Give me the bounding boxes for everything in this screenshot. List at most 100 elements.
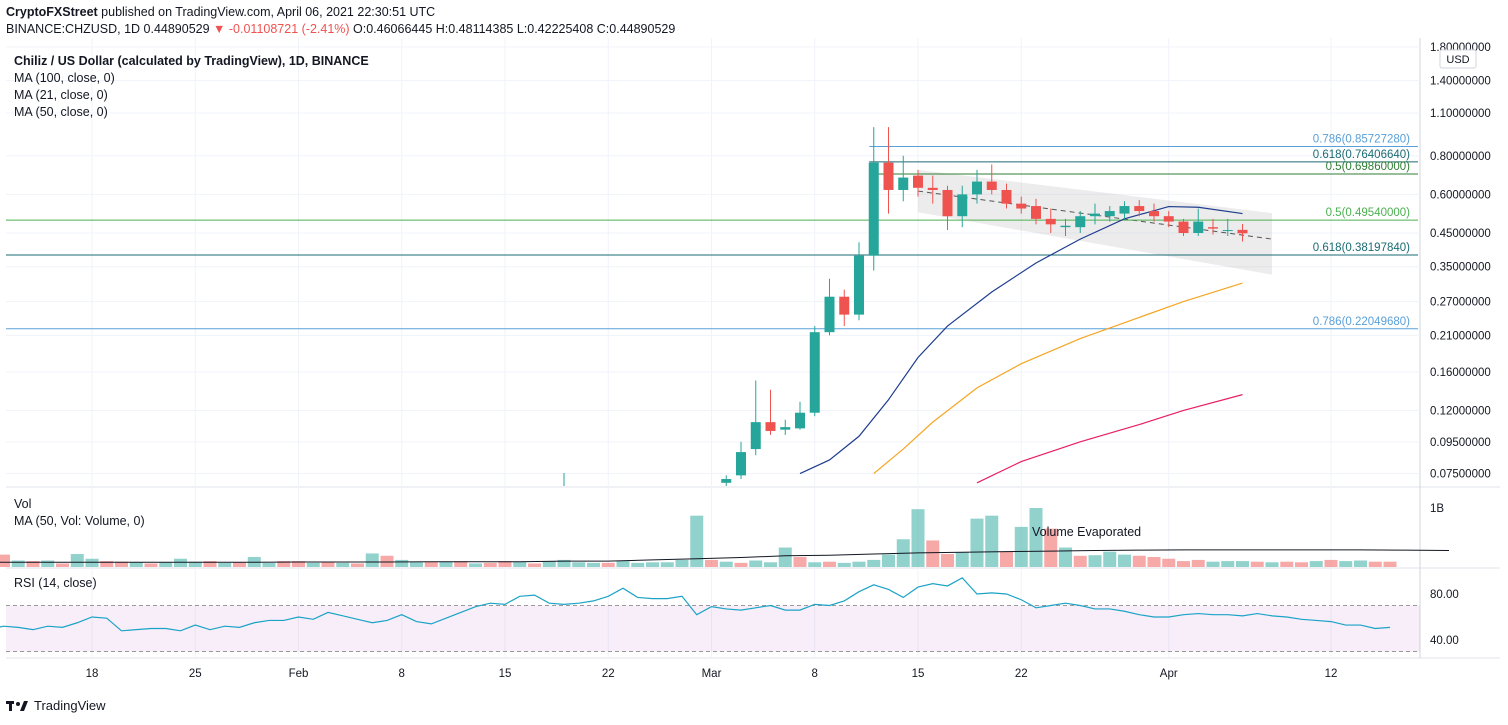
volume-bar — [1132, 555, 1146, 567]
candle-body — [1178, 221, 1189, 233]
time-tick-label: Mar — [702, 668, 722, 680]
price-tick-label: 0.80000000 — [1430, 151, 1491, 163]
volume-bar — [926, 540, 940, 567]
volume-bar — [660, 562, 674, 567]
volume-bar — [11, 560, 25, 567]
tradingview-brand[interactable]: TradingView — [34, 698, 106, 713]
volume-bar — [557, 559, 571, 567]
price-tick-label: 1.10000000 — [1430, 108, 1491, 120]
volume-bar — [41, 560, 55, 567]
volume-bar — [0, 554, 10, 567]
volume-bar — [1177, 561, 1190, 567]
candle-body — [1031, 206, 1041, 219]
candle-body — [824, 296, 835, 333]
fib-level-label: 0.786(0.85727280) — [1313, 133, 1410, 145]
volume-bar — [454, 561, 468, 567]
candle-body — [1016, 203, 1027, 209]
volume-bar — [616, 561, 630, 567]
volume-bar — [1191, 559, 1205, 567]
volume-bar — [410, 562, 423, 567]
volume-bar — [1354, 560, 1367, 567]
time-tick-label: Feb — [289, 668, 309, 680]
time-tick-label: 8 — [812, 668, 818, 680]
currency-box — [1439, 49, 1477, 69]
indicator-label: MA (21, close, 0) — [14, 88, 108, 102]
volume-bar — [690, 515, 704, 567]
volume-bar — [1339, 561, 1353, 567]
volume-bar — [823, 561, 836, 567]
volume-bar — [867, 559, 881, 567]
volume-bar — [631, 562, 645, 567]
candle-body — [1001, 189, 1012, 204]
fib-level-label: 0.786(0.22049680) — [1313, 316, 1410, 328]
moving-average-line — [976, 394, 1243, 484]
volume-annotation: Volume Evaporated — [1032, 525, 1141, 539]
volume-bar — [793, 556, 807, 567]
volume-bar — [321, 562, 335, 567]
candle-body — [809, 332, 820, 413]
volume-bar — [70, 554, 84, 567]
volume-bar — [498, 561, 512, 567]
volume-bar — [911, 509, 925, 567]
fib-level-label: 0.618(0.76406640) — [1313, 149, 1410, 161]
volume-bar — [734, 562, 748, 567]
volume-bar — [970, 518, 984, 567]
volume-title: Vol — [14, 497, 31, 511]
candle-body — [1045, 218, 1056, 225]
candle-body — [1163, 216, 1174, 222]
volume-bar — [1236, 561, 1249, 567]
candle-body — [957, 194, 968, 217]
volume-bar — [1383, 561, 1397, 567]
price-tick-label: 0.07500000 — [1430, 469, 1491, 481]
candle-body — [780, 427, 791, 430]
chart-title: Chiliz / US Dollar (calculated by Tradin… — [14, 54, 369, 68]
candle-body — [927, 187, 938, 190]
volume-bar — [1103, 551, 1117, 567]
volume-bar — [100, 561, 114, 567]
moving-average-line — [799, 205, 1243, 475]
candle-body — [1193, 221, 1204, 233]
published-text: published on TradingView.com, April 06, … — [101, 5, 436, 19]
volume-bar — [159, 562, 173, 567]
volume-bar — [233, 562, 246, 567]
volume-bar — [424, 561, 438, 567]
volume-bar — [719, 561, 733, 567]
time-tick-label: 8 — [399, 668, 405, 680]
indicator-label: MA (50, close, 0) — [14, 105, 108, 119]
currency-label: USD — [1446, 54, 1469, 66]
price-tick-label: 0.45000000 — [1430, 228, 1491, 240]
volume-bar — [808, 562, 822, 567]
price-tick-label: 0.12000000 — [1430, 405, 1491, 417]
volume-bar — [292, 561, 305, 567]
candle-body — [883, 162, 894, 190]
rsi-band — [6, 605, 1420, 652]
candle-body — [736, 452, 746, 476]
candle-body — [868, 162, 879, 256]
candle-body — [1090, 213, 1100, 217]
volume-bar — [837, 562, 851, 567]
price-tick-label: 0.16000000 — [1430, 367, 1491, 379]
volume-bar — [646, 562, 659, 567]
volume-bar — [955, 552, 969, 567]
volume-bar — [1147, 556, 1161, 567]
candle-body — [1104, 211, 1115, 217]
publisher-name[interactable]: CryptoFXStreet — [6, 5, 98, 19]
volume-bar — [528, 563, 541, 567]
volume-bar — [572, 562, 586, 567]
time-tick-label: 18 — [86, 668, 99, 680]
volume-bar — [469, 563, 482, 567]
volume-bar — [542, 561, 556, 567]
fib-level-label: 0.5(0.69860000) — [1326, 161, 1411, 173]
volume-bar — [1118, 554, 1131, 567]
candle-body — [795, 412, 805, 429]
volume-bar — [1088, 555, 1102, 567]
volume-bar — [675, 559, 689, 567]
volume-bar — [778, 547, 792, 567]
candle-body — [1222, 230, 1233, 232]
price-tick-label: 0.21000000 — [1430, 330, 1491, 342]
rsi-line — [0, 577, 1391, 632]
rsi-tick-label: 40.00 — [1430, 635, 1459, 647]
volume-bar — [129, 562, 143, 567]
volume-bar — [1000, 551, 1013, 567]
